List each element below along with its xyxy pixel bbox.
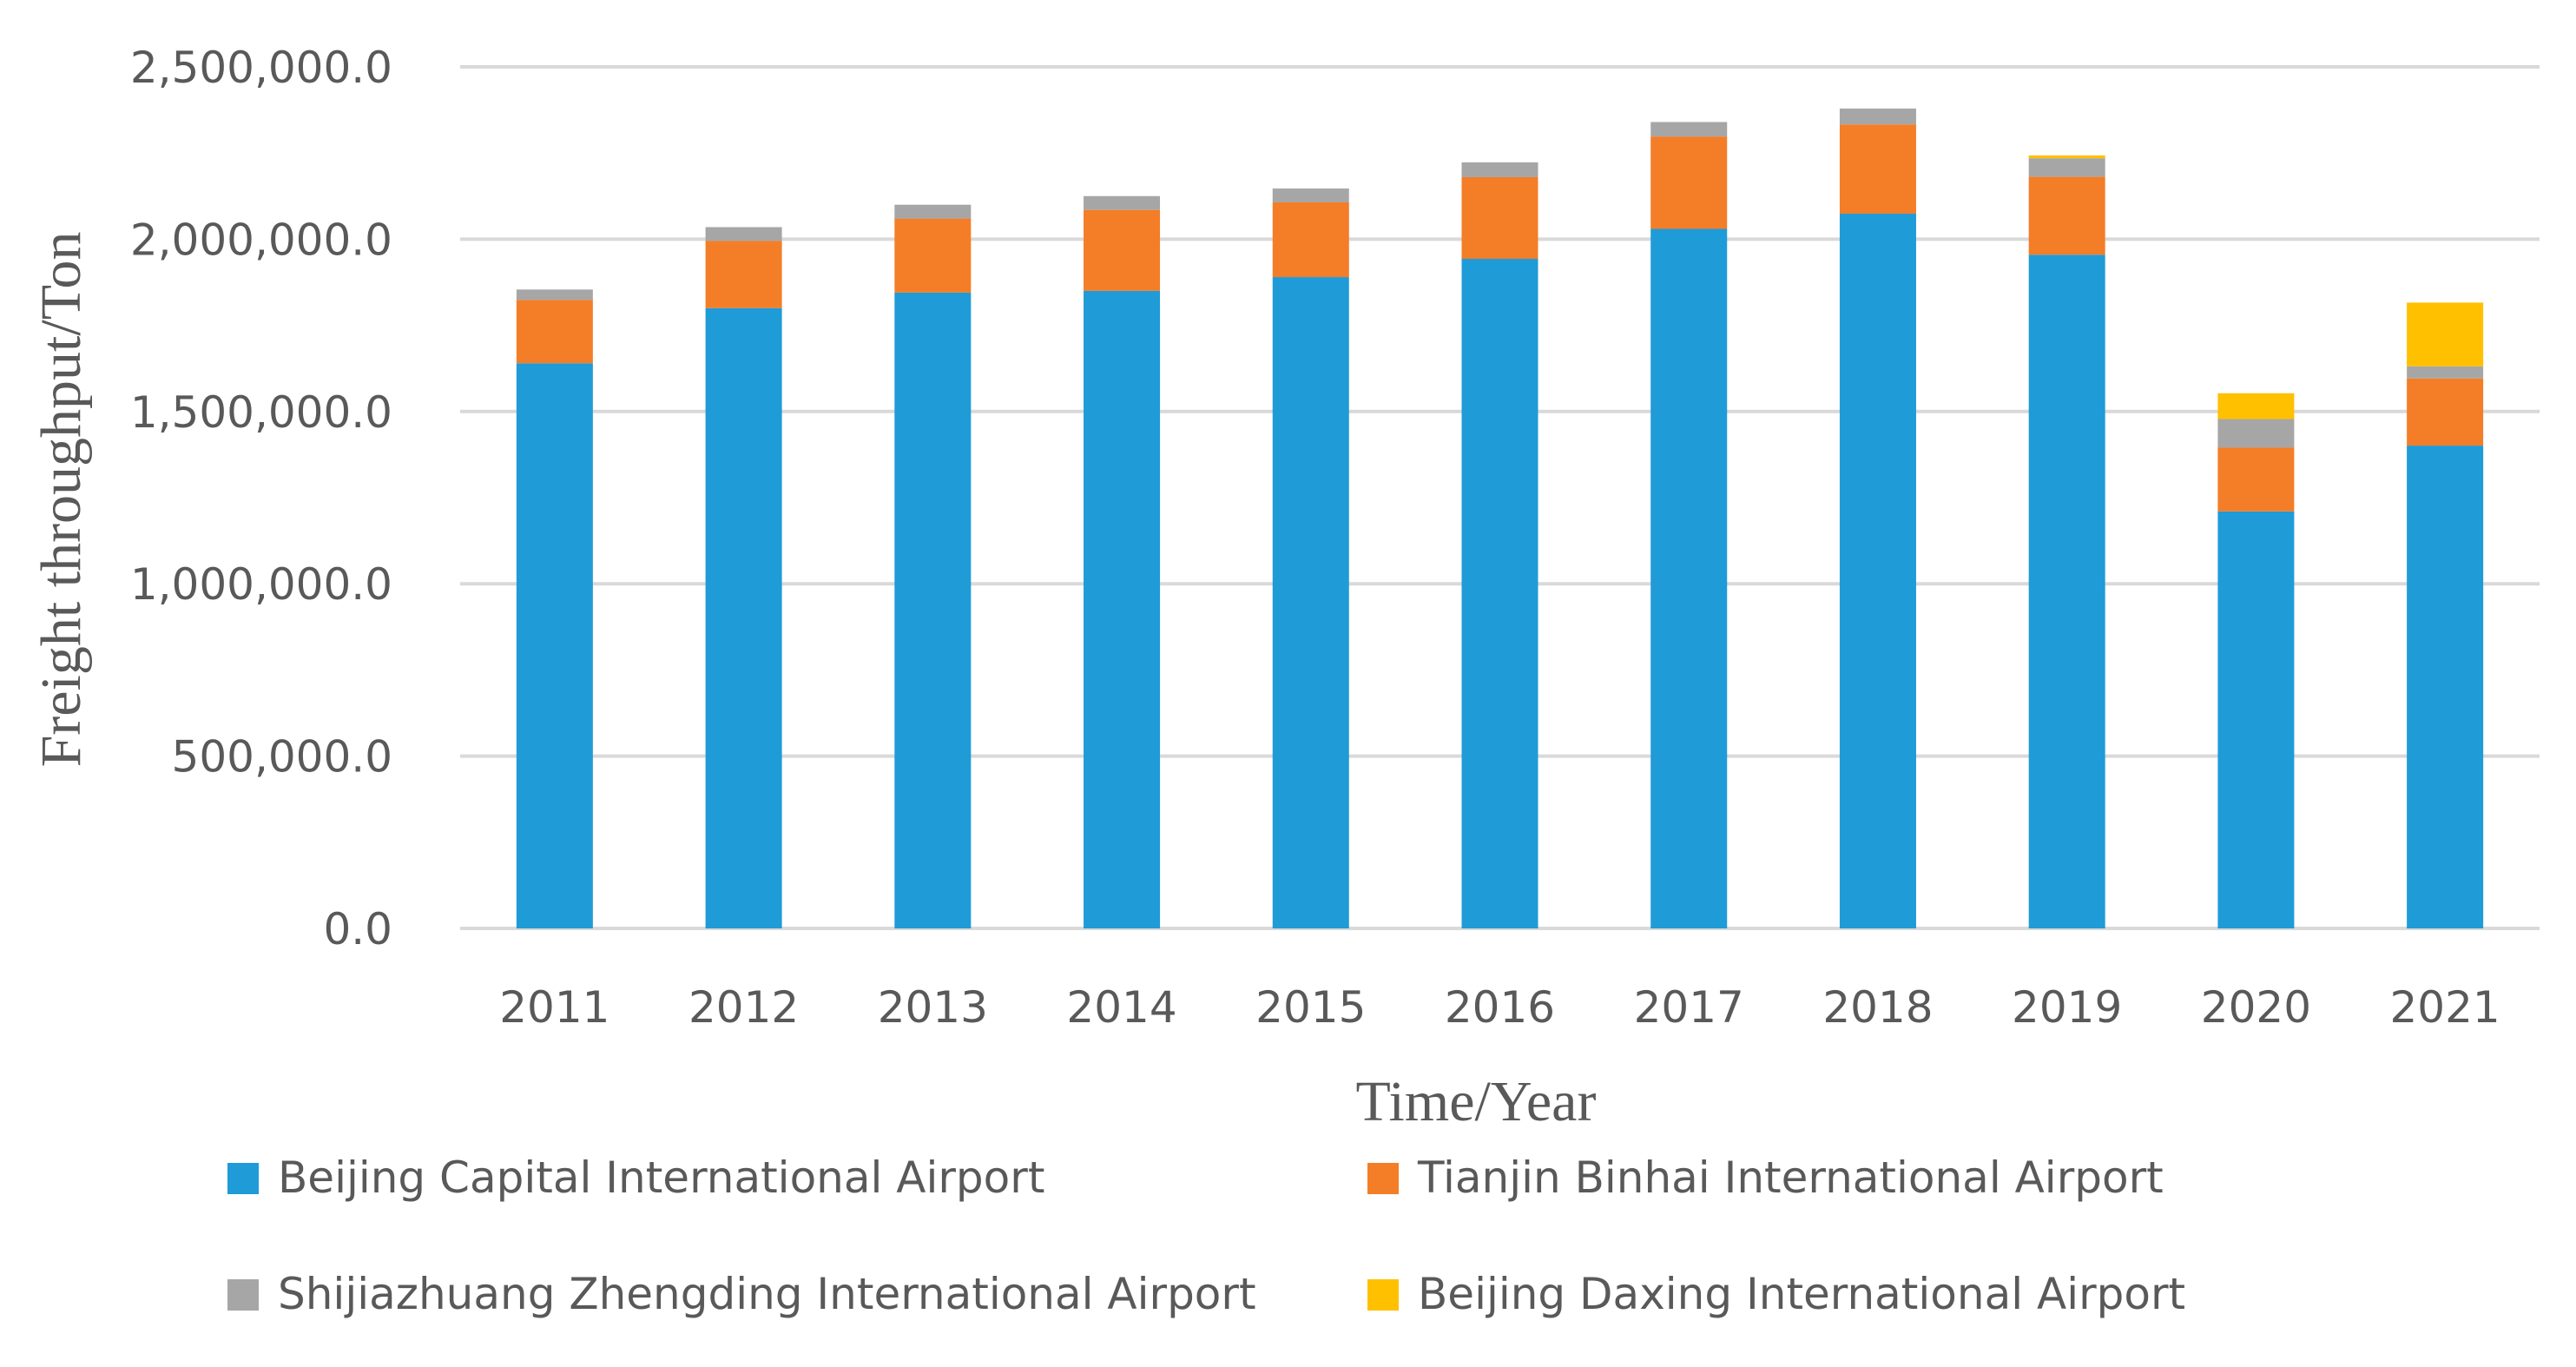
x-tick-label: 2012: [688, 982, 799, 1033]
bar-2016-series-2: [1461, 162, 1538, 177]
x-tick-label: 2017: [1634, 982, 1744, 1033]
y-axis-title: Freight throughput/Ton: [30, 232, 93, 768]
bar-2019-series-2: [2028, 158, 2105, 177]
bar-2011-series-1: [516, 300, 593, 364]
bar-2021-series-1: [2407, 378, 2484, 446]
bar-2013-series-2: [894, 204, 972, 219]
bar-2015-series-0: [1272, 277, 1349, 929]
bar-2011-series-0: [516, 363, 593, 928]
y-tick-label: 1,500,000.0: [130, 387, 392, 438]
x-tick-label: 2019: [2012, 982, 2122, 1033]
bar-2013-series-0: [894, 292, 972, 928]
bar-2016-series-1: [1461, 176, 1538, 260]
x-axis-title: Time/Year: [1356, 1070, 1597, 1133]
bar-2011-series-2: [516, 289, 593, 300]
legend: Beijing Capital International Airport Tia…: [227, 1152, 2185, 1319]
bar-2014-series-1: [1084, 209, 1161, 291]
bar-2017-series-2: [1650, 122, 1728, 137]
bar-2021-series-3: [2407, 302, 2484, 367]
bar-2017-series-1: [1650, 136, 1728, 229]
bar-2021-series-0: [2407, 446, 2484, 928]
legend-swatch-0: [227, 1163, 259, 1194]
bar-2020-series-2: [2217, 419, 2295, 448]
bar-2018-series-1: [1839, 124, 1916, 215]
bar-2014-series-2: [1084, 195, 1161, 210]
legend-swatch-3: [1367, 1279, 1399, 1311]
bar-2019-series-3: [2028, 155, 2105, 159]
legend-label-3: Beijing Daxing International Airport: [1418, 1269, 2185, 1319]
bar-2015-series-2: [1272, 188, 1349, 202]
bar-2016-series-0: [1461, 259, 1538, 929]
x-axis-ticks: 2011 2012 2013 2014 2015 2016 2017 2018 2019 2020…: [499, 982, 2500, 1033]
y-tick-label: 1,000,000.0: [130, 559, 392, 610]
bar-2012-series-2: [705, 227, 782, 241]
bar-2020-series-1: [2217, 447, 2295, 512]
legend-label-1: Tianjin Binhai International Airport: [1417, 1152, 2164, 1203]
bar-2018-series-0: [1839, 214, 1916, 928]
x-tick-label: 2016: [1445, 982, 1555, 1033]
y-tick-label: 2,500,000.0: [130, 43, 392, 93]
y-tick-label: 500,000.0: [172, 732, 392, 783]
x-tick-label: 2014: [1066, 982, 1176, 1033]
legend-label-2: Shijiazhuang Zhengding International Air…: [278, 1269, 1256, 1319]
x-tick-label: 2015: [1255, 982, 1366, 1033]
bar-2019-series-1: [2028, 176, 2105, 255]
bar-2013-series-1: [894, 218, 972, 293]
bar-2019-series-0: [2028, 254, 2105, 929]
y-tick-label: 0.0: [323, 904, 392, 954]
legend-swatch-2: [227, 1279, 259, 1311]
x-tick-label: 2018: [1822, 982, 1933, 1033]
bar-2014-series-0: [1084, 290, 1161, 928]
bar-2017-series-0: [1650, 228, 1728, 929]
bar-2020-series-3: [2217, 393, 2295, 419]
x-tick-label: 2011: [499, 982, 609, 1033]
x-tick-label: 2020: [2201, 982, 2311, 1033]
x-tick-label: 2013: [878, 982, 988, 1033]
y-tick-label: 2,000,000.0: [130, 215, 392, 265]
bar-2021-series-2: [2407, 366, 2484, 379]
bar-2015-series-1: [1272, 201, 1349, 278]
legend-swatch-1: [1367, 1163, 1399, 1194]
bar-2012-series-1: [705, 241, 782, 308]
y-axis-ticks: 0.0 500,000.0 1,000,000.0 1,500,000.0 2,000,…: [130, 43, 392, 954]
legend-label-0: Beijing Capital International Airport: [278, 1152, 1044, 1203]
bars: [516, 109, 2484, 929]
bar-2018-series-2: [1839, 109, 1916, 125]
x-tick-label: 2021: [2390, 982, 2500, 1033]
bar-2012-series-0: [705, 307, 782, 928]
bar-2020-series-0: [2217, 511, 2295, 928]
